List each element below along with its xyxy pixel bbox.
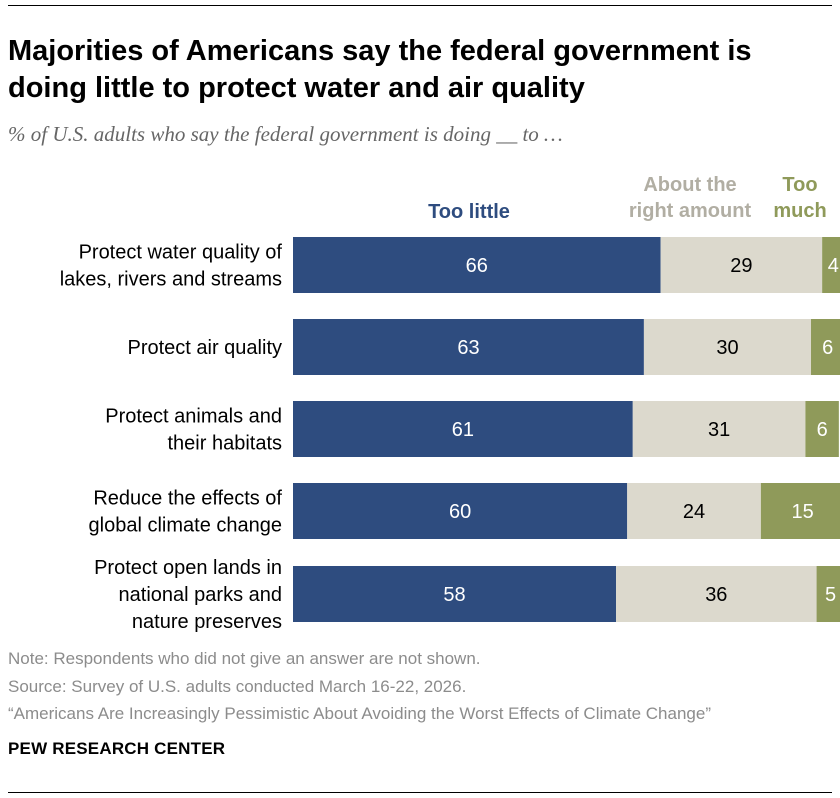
chart-title: Majorities of Americans say the federal …	[8, 35, 752, 104]
category-label: nature preserves	[132, 611, 282, 633]
category-label: Protect open lands in	[94, 557, 282, 579]
source-text: Source: Survey of U.S. adults conducted …	[8, 677, 467, 696]
legend-label-3: Too	[782, 174, 817, 196]
report-title-text: “Americans Are Increasingly Pessimistic …	[8, 704, 711, 723]
bar-value-label: 31	[708, 419, 730, 441]
bar-segment-about-right	[632, 401, 806, 457]
category-label: Protect water quality of	[79, 242, 283, 264]
category-label: Reduce the effects of	[93, 488, 282, 510]
category-label: their habitats	[167, 433, 282, 455]
chart-subtitle: % of U.S. adults who say the federal gov…	[8, 122, 563, 146]
bar-segment-too-much	[822, 237, 840, 293]
bar-value-label: 36	[705, 584, 727, 606]
note-text: Note: Respondents who did not give an an…	[8, 649, 481, 668]
bar-value-label: 60	[449, 501, 471, 523]
bar-segment-too-little	[293, 319, 644, 375]
bar-value-label: 6	[817, 419, 828, 441]
bar-value-label: 6	[822, 337, 833, 359]
category-label: national parks and	[119, 584, 282, 606]
bar-value-label: 30	[716, 337, 738, 359]
bar-segment-too-little	[293, 566, 617, 622]
bar-segment-too-little	[293, 483, 628, 539]
category-label: lakes, rivers and streams	[60, 269, 282, 291]
bar-value-label: 66	[466, 255, 488, 277]
stacked-bar-chart: Too little About the right amount Too much P…	[60, 174, 840, 634]
bottom-rule	[8, 792, 832, 793]
category-labels: Protect water quality of lakes, rivers an…	[60, 242, 283, 634]
bar-segment-too-little	[293, 401, 633, 457]
bar-value-label: 4	[828, 255, 839, 277]
bar-value-label: 5	[825, 584, 836, 606]
category-label: Protect animals and	[105, 406, 282, 428]
bar-segment-too-much	[811, 319, 840, 375]
bar-segment-about-right	[627, 483, 761, 539]
category-label: Protect air quality	[127, 337, 282, 359]
bar-value-label: 29	[730, 255, 752, 277]
chart-legend: Too little About the right amount Too much	[428, 174, 827, 223]
bar-segment-too-much	[805, 401, 839, 457]
bar-segment-too-much	[760, 483, 840, 539]
bar-segment-too-much	[816, 566, 840, 622]
bar-value-label: 24	[683, 501, 705, 523]
legend-label-2: About the	[643, 174, 736, 196]
bar-segment-about-right	[660, 237, 823, 293]
bar-value-label: 63	[457, 337, 479, 359]
category-label: global climate change	[89, 515, 282, 537]
bar-value-label: 61	[452, 419, 474, 441]
bars: 66 29 4 63 30 6 61 31 6 60 24 15 58 36 5	[293, 237, 840, 622]
bar-value-label: 15	[792, 501, 814, 523]
bar-segment-too-little	[293, 237, 661, 293]
bar-segment-about-right	[643, 319, 812, 375]
bar-segment-about-right	[616, 566, 817, 622]
top-rule	[8, 5, 832, 6]
bar-value-label: 58	[443, 584, 465, 606]
legend-label-2: right amount	[629, 200, 752, 222]
brand-logo-text: PEW RESEARCH CENTER	[8, 739, 226, 758]
legend-label-1: Too little	[428, 201, 510, 223]
legend-label-3: much	[773, 200, 826, 222]
